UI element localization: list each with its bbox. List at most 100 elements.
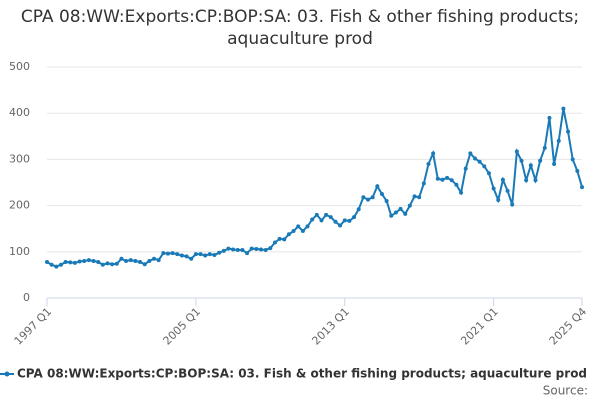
data-point (459, 190, 464, 195)
x-tick-label: 2013 Q1 (309, 305, 352, 348)
data-point (272, 240, 277, 245)
data-point (147, 259, 152, 264)
data-point (231, 247, 236, 252)
data-point (161, 251, 166, 256)
data-point (473, 156, 477, 161)
data-point (324, 212, 329, 217)
data-point (510, 202, 515, 207)
data-point (310, 217, 315, 222)
data-point (435, 176, 440, 181)
data-point (556, 138, 561, 143)
data-point (417, 195, 422, 200)
data-point (347, 218, 352, 223)
data-point (184, 254, 189, 259)
data-point (538, 158, 543, 163)
data-point (575, 168, 580, 173)
data-point (524, 178, 529, 183)
data-point (421, 181, 426, 186)
data-point (235, 247, 240, 252)
y-tick-label: 200 (9, 199, 30, 212)
data-point (277, 236, 282, 241)
data-point (333, 219, 338, 224)
legend-label: CPA 08:WW:Exports:CP:BOP:SA: 03. Fish & … (17, 367, 587, 381)
data-point (463, 166, 468, 171)
data-point (486, 171, 491, 176)
data-point (328, 215, 333, 220)
data-point (77, 259, 82, 264)
data-point (286, 232, 291, 237)
data-point (207, 252, 212, 257)
data-point (468, 151, 473, 156)
y-tick-label: 100 (9, 245, 30, 258)
data-point (356, 207, 361, 212)
data-point (366, 197, 370, 202)
data-point (426, 162, 431, 167)
x-tick-label: 2021 Q1 (458, 305, 501, 348)
data-point (105, 261, 110, 266)
data-point (58, 262, 63, 267)
data-point (86, 258, 91, 263)
y-tick-label: 400 (9, 106, 30, 119)
data-point (221, 248, 226, 253)
data-point (379, 192, 384, 197)
data-point (580, 185, 584, 190)
data-point (338, 223, 343, 228)
series-line (46, 108, 583, 268)
data-point (566, 129, 571, 134)
x-tick-label: 1997 Q1 (12, 305, 55, 348)
data-point (393, 210, 398, 215)
data-point (407, 203, 412, 208)
x-tick-label: 2005 Q1 (161, 305, 204, 348)
data-point (314, 212, 319, 217)
data-point (477, 159, 482, 164)
data-point (491, 186, 496, 191)
data-point (63, 259, 68, 264)
data-point (389, 213, 394, 218)
data-point (203, 253, 208, 258)
data-point (114, 261, 119, 266)
data-point (440, 177, 445, 182)
x-tick-label: 2025 Q4 (547, 305, 590, 348)
data-point (263, 247, 268, 252)
data-point (561, 106, 566, 111)
data-point (496, 198, 501, 203)
data-point (45, 259, 49, 264)
data-point (142, 262, 147, 267)
data-point (54, 264, 59, 269)
data-point (259, 247, 263, 252)
data-point (254, 247, 259, 252)
data-point (552, 162, 557, 167)
data-point (170, 251, 175, 256)
data-point (91, 259, 96, 264)
data-point (514, 149, 519, 154)
data-point (268, 246, 273, 251)
data-point (245, 251, 250, 256)
data-point (226, 246, 231, 251)
y-tick-label: 500 (9, 60, 30, 73)
data-point (449, 178, 454, 183)
data-point (240, 247, 245, 252)
data-point (119, 256, 124, 261)
data-point (96, 259, 101, 264)
data-point (189, 256, 194, 261)
data-point (505, 188, 510, 193)
data-point (100, 262, 105, 267)
data-point (482, 164, 487, 169)
data-point (370, 195, 375, 200)
data-point (454, 182, 459, 187)
data-point (82, 259, 87, 264)
data-point (68, 260, 73, 265)
data-point (152, 256, 156, 261)
data-point (547, 115, 552, 120)
data-point (342, 218, 347, 223)
data-point (570, 157, 575, 162)
data-point (138, 259, 143, 264)
data-point (198, 252, 203, 257)
data-point (528, 163, 533, 168)
source: Source: (543, 384, 588, 398)
data-point (133, 259, 138, 264)
data-point (384, 198, 389, 203)
data-point (296, 224, 301, 229)
data-point (110, 262, 115, 267)
